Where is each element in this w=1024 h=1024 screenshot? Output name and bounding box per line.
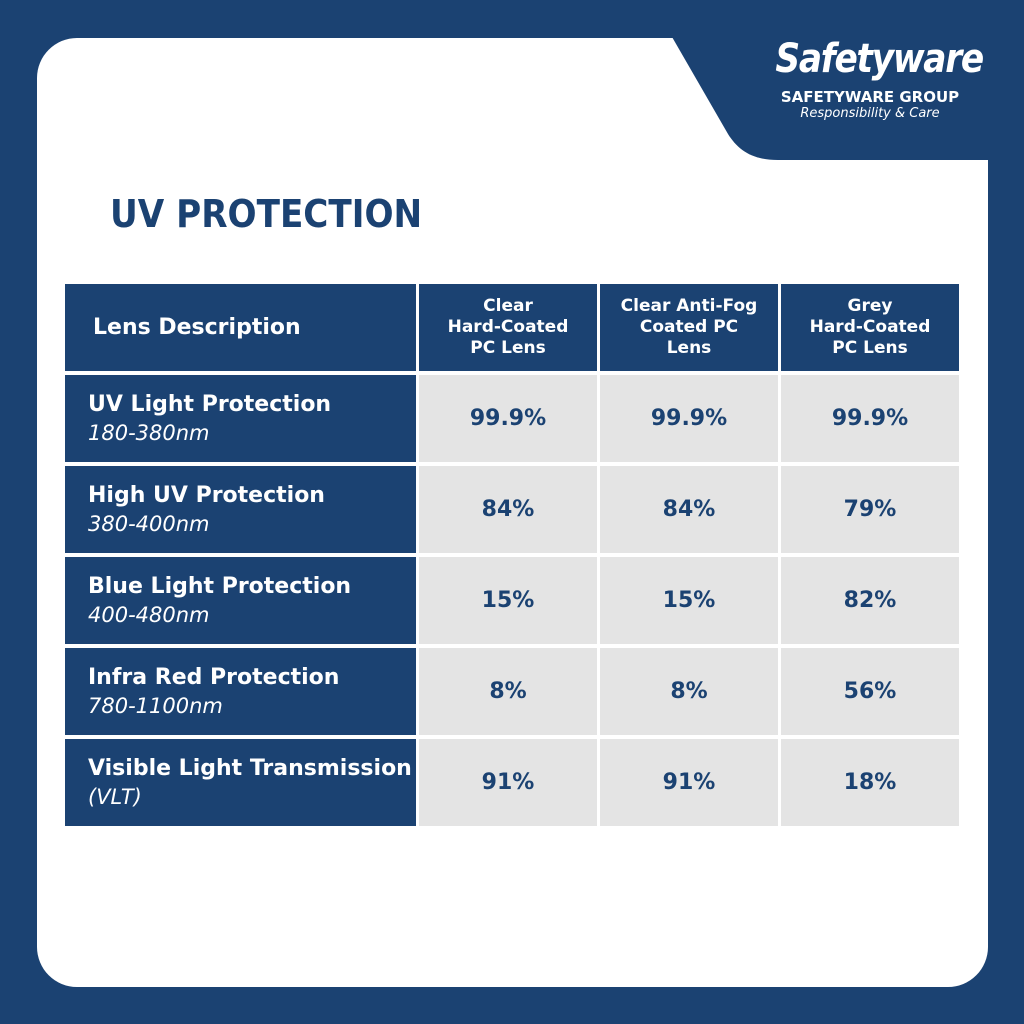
table-cell: 99.9% [600, 375, 778, 462]
table-cell: 91% [600, 739, 778, 826]
header-column-clear-hard-coated: Clear Hard-Coated PC Lens [419, 284, 597, 371]
row-label: UV Light Protection [88, 392, 332, 417]
header-column-grey-hard-coated: Grey Hard-Coated PC Lens [781, 284, 959, 371]
table-cell: 15% [600, 557, 778, 644]
row-header-uv-light: UV Light Protection 180-380nm [65, 375, 416, 462]
row-header-visible-light: Visible Light Transmission (VLT) [65, 739, 416, 826]
table-cell: 82% [781, 557, 959, 644]
table-cell: 84% [600, 466, 778, 553]
row-header-blue-light: Blue Light Protection 400-480nm [65, 557, 416, 644]
table-cell: 18% [781, 739, 959, 826]
header-lens-description: Lens Description [65, 284, 416, 371]
table-cell: 79% [781, 466, 959, 553]
row-range: (VLT) [88, 785, 142, 809]
row-range: 180-380nm [88, 421, 210, 445]
table-cell: 8% [600, 648, 778, 735]
table-cell: 15% [419, 557, 597, 644]
page-title: UV PROTECTION [110, 192, 423, 236]
row-header-infra-red: Infra Red Protection 780-1100nm [65, 648, 416, 735]
safetyware-logo: Safetyware SAFETYWARE GROUP Responsibili… [760, 36, 984, 136]
header-column-clear-anti-fog: Clear Anti-Fog Coated PC Lens [600, 284, 778, 371]
table-cell: 84% [419, 466, 597, 553]
row-range: 780-1100nm [88, 694, 223, 718]
protection-table: Lens Description Clear Hard-Coated PC Le… [65, 284, 959, 826]
table-cell: 56% [781, 648, 959, 735]
logo-tagline: Responsibility & Care [800, 106, 940, 121]
row-label: Blue Light Protection [88, 574, 352, 599]
logo-group-name: SAFETYWARE GROUP [780, 88, 960, 106]
row-range: 400-480nm [88, 603, 210, 627]
logo-wordmark: Safetyware [775, 36, 984, 82]
table-cell: 99.9% [419, 375, 597, 462]
row-header-high-uv: High UV Protection 380-400nm [65, 466, 416, 553]
table-cell: 91% [419, 739, 597, 826]
row-label: High UV Protection [88, 483, 325, 508]
table-cell: 8% [419, 648, 597, 735]
row-range: 380-400nm [88, 512, 210, 536]
row-label: Visible Light Transmission [88, 756, 412, 781]
table-cell: 99.9% [781, 375, 959, 462]
row-label: Infra Red Protection [88, 665, 340, 690]
